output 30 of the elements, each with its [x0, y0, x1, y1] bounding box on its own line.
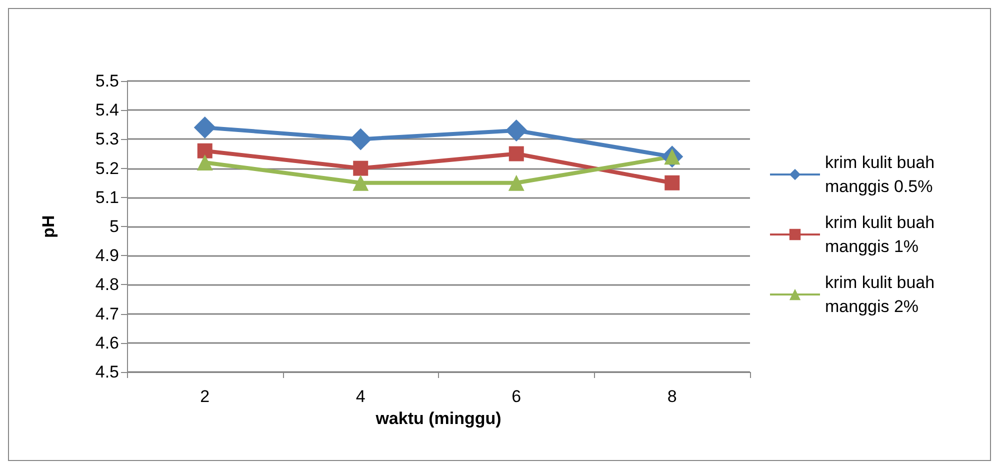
y-tick-label: 5.1 [95, 188, 119, 207]
point [194, 116, 216, 139]
y-tick-label: 4.6 [95, 333, 119, 352]
y-tick-label: 5.5 [95, 72, 119, 90]
y-tick-label: 5.4 [95, 100, 119, 120]
y-tick-label: 5.2 [95, 158, 119, 178]
point [353, 160, 368, 176]
point [197, 143, 212, 158]
y-tick-label: 5 [110, 217, 119, 236]
x-tick-label: 2 [200, 387, 210, 406]
y-axis-title: pH [39, 215, 58, 238]
x-tick-label: 6 [512, 387, 522, 406]
y-tick-label: 5.3 [95, 130, 119, 149]
legend-label: krim kulit buah manggis 2% [825, 273, 940, 316]
point [508, 174, 524, 191]
y-tick-label: 4.9 [95, 246, 119, 266]
x-tick-label: 4 [356, 387, 366, 406]
x-axis-title: waktu (minggu) [374, 408, 502, 428]
point [352, 174, 369, 191]
y-tick-label: 4.5 [95, 362, 119, 382]
point [350, 128, 372, 150]
y-tick-label: 4.8 [95, 275, 119, 294]
legend-label: krim kulit buah manggis 0.5% [825, 153, 940, 196]
point [196, 154, 213, 170]
legend-label: krim kulit buah manggis 1% [825, 213, 940, 256]
point [664, 175, 680, 190]
point [508, 146, 524, 162]
y-tick-label: 4.7 [95, 304, 119, 324]
point [505, 119, 528, 142]
x-tick-label: 8 [667, 387, 677, 406]
